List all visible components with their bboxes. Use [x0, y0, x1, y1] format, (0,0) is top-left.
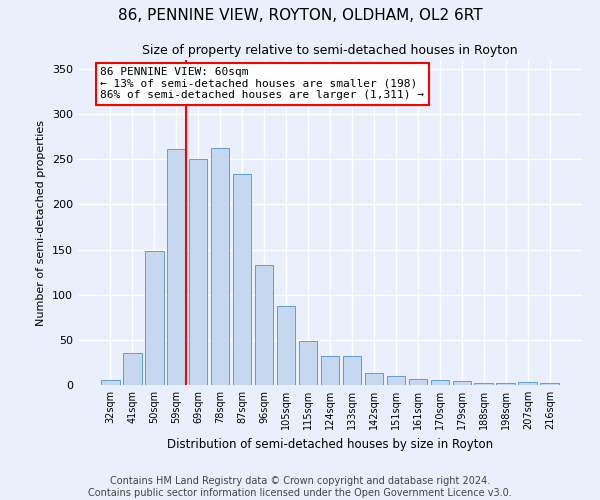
Bar	[145, 252, 164, 385]
Bar	[101, 380, 119, 385]
Bar	[452, 382, 471, 385]
Bar	[475, 383, 493, 385]
Text: 86, PENNINE VIEW, ROYTON, OLDHAM, OL2 6RT: 86, PENNINE VIEW, ROYTON, OLDHAM, OL2 6R…	[118, 8, 482, 22]
Bar	[211, 148, 229, 385]
Y-axis label: Number of semi-detached properties: Number of semi-detached properties	[37, 120, 46, 326]
Bar	[343, 356, 361, 385]
Title: Size of property relative to semi-detached houses in Royton: Size of property relative to semi-detach…	[142, 44, 518, 58]
Bar	[409, 378, 427, 385]
Bar	[431, 380, 449, 385]
Bar	[277, 306, 295, 385]
Text: 86 PENNINE VIEW: 60sqm
← 13% of semi-detached houses are smaller (198)
86% of se: 86 PENNINE VIEW: 60sqm ← 13% of semi-det…	[100, 67, 424, 100]
Bar	[541, 383, 559, 385]
Bar	[299, 341, 317, 385]
Bar	[233, 174, 251, 385]
Bar	[365, 374, 383, 385]
Bar	[320, 356, 340, 385]
Text: Contains HM Land Registry data © Crown copyright and database right 2024.
Contai: Contains HM Land Registry data © Crown c…	[88, 476, 512, 498]
Bar	[167, 150, 185, 385]
Bar	[496, 383, 515, 385]
Bar	[123, 352, 142, 385]
Bar	[255, 265, 274, 385]
Bar	[518, 382, 537, 385]
Bar	[189, 160, 208, 385]
X-axis label: Distribution of semi-detached houses by size in Royton: Distribution of semi-detached houses by …	[167, 438, 493, 450]
Bar	[386, 376, 405, 385]
